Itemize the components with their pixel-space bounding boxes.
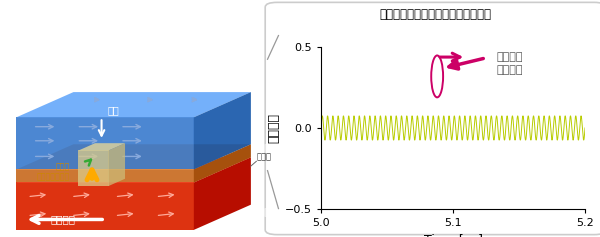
Text: スピンの
回転運動: スピンの 回転運動 bbox=[497, 52, 523, 75]
Polygon shape bbox=[16, 117, 194, 169]
Polygon shape bbox=[194, 92, 251, 169]
Text: 自由層: 自由層 bbox=[255, 209, 271, 218]
X-axis label: Time [ns]: Time [ns] bbox=[424, 233, 482, 237]
Polygon shape bbox=[16, 144, 251, 169]
Polygon shape bbox=[194, 144, 251, 182]
Polygon shape bbox=[194, 157, 251, 230]
Text: 電子: 電子 bbox=[107, 105, 119, 115]
Polygon shape bbox=[109, 143, 125, 186]
Y-axis label: シグナル: シグナル bbox=[268, 113, 281, 143]
Text: 絶縁層: 絶縁層 bbox=[256, 152, 271, 161]
Text: 固定層: 固定層 bbox=[255, 144, 271, 153]
Text: 外部磁場: 外部磁場 bbox=[50, 214, 75, 224]
Polygon shape bbox=[16, 92, 251, 117]
Polygon shape bbox=[16, 182, 194, 230]
Polygon shape bbox=[79, 143, 125, 150]
Text: ナノコンタクト部分のスピンの発振: ナノコンタクト部分のスピンの発振 bbox=[380, 8, 491, 21]
Polygon shape bbox=[79, 150, 109, 186]
Text: 強磁性
ナノコンタクト: 強磁性 ナノコンタクト bbox=[37, 162, 70, 182]
Polygon shape bbox=[16, 169, 194, 182]
Polygon shape bbox=[16, 157, 251, 182]
